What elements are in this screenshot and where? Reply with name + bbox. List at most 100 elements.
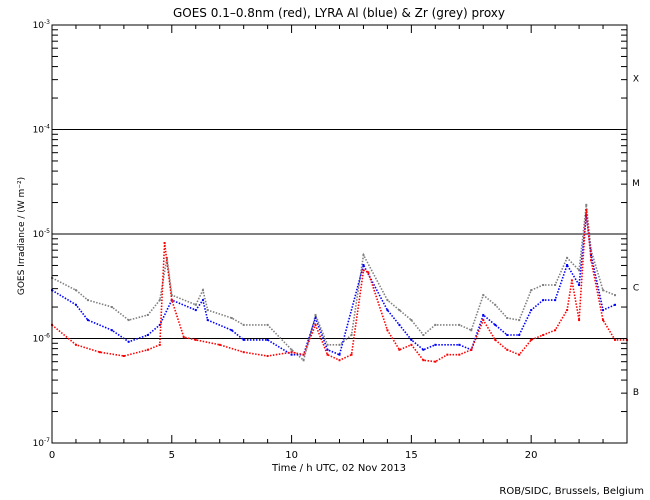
data-point <box>302 359 305 362</box>
data-point <box>585 208 588 211</box>
data-point <box>302 353 305 356</box>
data-point <box>518 353 521 356</box>
series-lyra-zr-proxy <box>51 203 617 362</box>
data-point <box>362 269 365 272</box>
data-point <box>398 323 401 326</box>
data-point <box>170 299 173 302</box>
series-lyra-al-proxy <box>51 213 617 356</box>
data-point <box>194 309 197 312</box>
data-point <box>127 340 130 343</box>
data-point <box>338 353 341 356</box>
data-point <box>350 353 353 356</box>
data-point <box>86 299 89 302</box>
data-point <box>578 284 581 287</box>
data-point <box>590 253 593 256</box>
data-point <box>326 343 329 346</box>
data-point <box>338 359 341 362</box>
y-axis-label: GOES Irradiance / (W m⁻²) <box>17 177 27 295</box>
data-point <box>290 348 293 351</box>
data-point <box>290 351 293 354</box>
data-point <box>542 299 545 302</box>
data-point <box>242 351 245 354</box>
data-point <box>506 348 509 351</box>
data-point <box>566 264 569 267</box>
data-point <box>434 360 437 363</box>
data-point <box>110 329 113 332</box>
y-tick-label: 10-7 <box>33 437 51 449</box>
data-point <box>434 323 437 326</box>
x-axis-label: Time / h UTC, 02 Nov 2013 <box>271 463 406 474</box>
data-point <box>422 334 425 337</box>
data-point <box>242 323 245 326</box>
data-point <box>398 348 401 351</box>
data-point <box>74 289 77 292</box>
x-tick-label: 20 <box>525 450 538 461</box>
data-point <box>506 334 509 337</box>
data-point <box>470 329 473 332</box>
data-point <box>362 253 365 256</box>
data-point <box>494 323 497 326</box>
data-point <box>458 323 461 326</box>
y-tick-label: 10-5 <box>33 228 51 240</box>
data-point <box>602 289 605 292</box>
credit-text: ROB/SIDC, Brussels, Belgium <box>499 486 644 497</box>
data-point <box>494 338 497 341</box>
data-point <box>266 355 269 358</box>
data-point <box>314 317 317 320</box>
y-tick-label: 10-3 <box>33 19 51 31</box>
data-point <box>326 353 329 356</box>
data-point <box>602 309 605 312</box>
data-point <box>146 348 149 351</box>
data-point <box>163 242 166 245</box>
data-point <box>74 343 77 346</box>
data-point <box>367 271 370 274</box>
data-point <box>590 259 593 262</box>
data-point <box>410 343 413 346</box>
data-point <box>554 329 557 332</box>
data-point <box>338 343 341 346</box>
series-line <box>51 204 616 362</box>
data-point <box>314 313 317 316</box>
series-line <box>51 214 616 356</box>
flare-class-label: M <box>632 179 640 189</box>
data-point <box>518 334 521 337</box>
data-point <box>602 319 605 322</box>
data-point <box>542 334 545 337</box>
data-point <box>542 284 545 287</box>
data-point <box>158 343 161 346</box>
data-point <box>398 309 401 312</box>
data-point <box>127 319 130 322</box>
data-point <box>206 309 209 312</box>
data-point <box>386 309 389 312</box>
x-tick-label: 5 <box>169 450 175 461</box>
data-point <box>362 264 365 267</box>
data-point <box>614 294 617 297</box>
data-point <box>182 336 185 339</box>
data-point <box>530 309 533 312</box>
x-tick-label: 10 <box>285 450 298 461</box>
data-point <box>614 303 617 306</box>
data-point <box>458 353 461 356</box>
data-point <box>422 359 425 362</box>
x-tick-label: 15 <box>405 450 418 461</box>
data-point <box>206 319 209 322</box>
data-point <box>201 289 204 292</box>
data-point <box>566 309 569 312</box>
data-point <box>614 338 617 341</box>
data-point <box>590 249 593 252</box>
y-tick-label: 10-6 <box>33 333 51 345</box>
data-point <box>350 334 353 337</box>
data-point <box>470 348 473 351</box>
data-point <box>530 289 533 292</box>
data-point <box>290 353 293 356</box>
data-point <box>98 351 101 354</box>
chart-title: GOES 0.1–0.8nm (red), LYRA Al (blue) & Z… <box>173 6 505 20</box>
data-point <box>386 329 389 332</box>
flare-class-label: C <box>633 283 639 293</box>
y-tick-label: 10-4 <box>33 124 51 136</box>
data-point <box>110 306 113 309</box>
data-point <box>242 338 245 341</box>
data-point <box>266 323 269 326</box>
data-point <box>410 338 413 341</box>
